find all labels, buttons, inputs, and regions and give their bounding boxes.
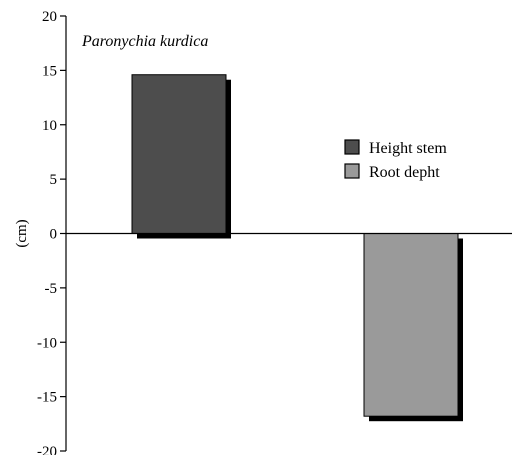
bar-root-depht — [363, 233, 459, 417]
y-tick-label: 0 — [50, 227, 58, 243]
legend-label: Height stem — [369, 140, 447, 157]
legend: Height stem Root depht — [344, 139, 447, 181]
bar-height-stem — [131, 74, 227, 234]
y-tick-label: 5 — [50, 172, 58, 188]
y-tick-label: -15 — [37, 390, 57, 406]
legend-swatch — [344, 139, 360, 155]
y-tick-label: 20 — [42, 9, 57, 25]
y-tick-label: -5 — [45, 281, 58, 297]
species-annotation: Paronychia kurdica — [81, 33, 208, 50]
y-tick-label: 10 — [42, 118, 57, 134]
legend-swatch — [344, 163, 360, 179]
y-tick-label: -20 — [37, 444, 57, 455]
bars — [131, 74, 459, 417]
y-axis-ticks: 20 15 10 5 0 -5 -10 -15 -20 — [37, 9, 66, 455]
legend-label: Root depht — [369, 164, 440, 181]
y-tick-label: 15 — [42, 63, 57, 79]
y-axis-label: (cm) — [14, 219, 30, 247]
y-tick-label: -10 — [37, 335, 57, 351]
